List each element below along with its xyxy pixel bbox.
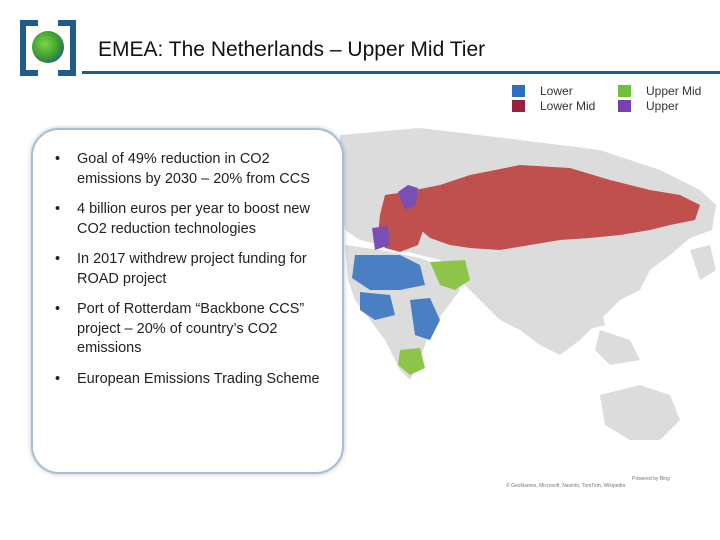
logo-icon [20, 20, 76, 76]
bullet-item: • Port of Rotterdam “Backbone CCS” projec… [55, 300, 325, 359]
map-credit-copyright: © GeoNames, Microsoft, Navinfo, TomTom, … [506, 483, 626, 489]
bullet-text: 4 billion euros per year to boost new CO… [77, 201, 310, 237]
europe-region [378, 192, 425, 252]
bullet-item: • Goal of 49% reduction in CO2 emissions … [55, 150, 325, 189]
bullet-text: In 2017 withdrew project funding for ROA… [77, 251, 307, 287]
scandinavia-region [398, 185, 418, 210]
legend-label-upper-mid: Upper Mid [646, 84, 702, 98]
legend-swatch-upper-mid [618, 85, 631, 97]
legend-col-2: Upper Mid Upper [618, 84, 701, 114]
legend-swatch-upper [618, 100, 631, 112]
legend-item-upper: Upper [618, 99, 701, 113]
bullet-dot: • [55, 301, 61, 317]
iberia-region [372, 226, 390, 250]
bullet-item: • In 2017 withdrew project funding for RO… [55, 250, 325, 289]
middle-east-region [430, 260, 470, 290]
southern-africa-region [398, 348, 425, 375]
legend-label-upper: Upper [646, 99, 679, 113]
legend-item-lower: Lower [512, 84, 595, 98]
bullet-dot: • [55, 151, 61, 167]
east-africa-region [410, 298, 440, 340]
bullet-text: Goal of 49% reduction in CO2 emissions b… [77, 151, 310, 187]
bullet-text: European Emissions Trading Scheme [77, 370, 320, 387]
legend-swatch-lower [512, 85, 525, 97]
info-panel: • Goal of 49% reduction in CO2 emissions … [31, 128, 344, 474]
north-africa-region [352, 255, 425, 290]
title-underline [82, 71, 720, 74]
bullet-item: • 4 billion euros per year to boost new C… [55, 200, 325, 239]
map-highlighted-countries [352, 165, 700, 375]
legend-label-lower-mid: Lower Mid [540, 99, 596, 113]
page-title: EMEA: The Netherlands – Upper Mid Tier [98, 38, 486, 61]
bullet-text: Port of Rotterdam “Backbone CCS” project… [77, 301, 305, 356]
legend-swatch-lower-mid [512, 100, 525, 112]
bullet-dot: • [55, 251, 61, 267]
legend-label-lower: Lower [540, 84, 573, 98]
legend-item-upper-mid: Upper Mid [618, 84, 701, 98]
legend-col-1: Lower Lower Mid [512, 84, 595, 114]
bullet-item: • European Emissions Trading Scheme [55, 370, 325, 390]
bullet-dot: • [55, 370, 61, 387]
west-africa-region [360, 292, 395, 320]
map-credit-powered: Powered by Bing [632, 476, 670, 482]
russia-region [415, 165, 700, 250]
legend-item-lower-mid: Lower Mid [512, 99, 595, 113]
bullet-dot: • [55, 201, 61, 217]
bullet-list: • Goal of 49% reduction in CO2 emissions … [55, 150, 325, 400]
